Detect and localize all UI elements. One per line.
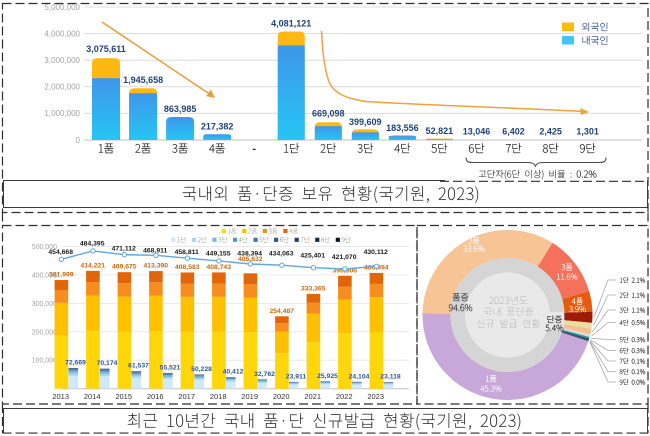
svg-text:70,174: 70,174	[97, 360, 118, 367]
svg-text:24,104: 24,104	[349, 373, 370, 380]
svg-text:2,000,000: 2,000,000	[44, 83, 80, 92]
svg-text:300,000: 300,000	[32, 301, 57, 308]
svg-text:72,669: 72,669	[65, 360, 86, 367]
svg-text:2,425: 2,425	[539, 127, 562, 137]
svg-text:409,675: 409,675	[112, 264, 137, 271]
svg-text:1,301: 1,301	[576, 127, 599, 137]
svg-text:100,000: 100,000	[32, 358, 57, 365]
svg-text:669,098: 669,098	[312, 109, 345, 119]
svg-text:2016: 2016	[147, 392, 164, 401]
svg-text:425,401: 425,401	[300, 253, 325, 260]
svg-text:1,945,658: 1,945,658	[123, 75, 163, 85]
svg-text:413,390: 413,390	[144, 263, 169, 270]
svg-text:200,000: 200,000	[32, 329, 57, 336]
svg-text:438,394: 438,394	[237, 250, 262, 257]
svg-text:2014: 2014	[84, 392, 101, 401]
svg-text:217,382: 217,382	[201, 122, 234, 132]
svg-text:4,000,000: 4,000,000	[44, 29, 80, 38]
svg-text:13,046: 13,046	[463, 127, 491, 137]
svg-text:405,632: 405,632	[238, 256, 263, 263]
svg-text:3,075,611: 3,075,611	[86, 44, 126, 54]
svg-text:500,000: 500,000	[32, 244, 57, 251]
svg-text:449,155: 449,155	[206, 251, 231, 258]
svg-text:333,365: 333,365	[301, 285, 326, 292]
svg-text:434,063: 434,063	[269, 250, 294, 257]
svg-text:2019: 2019	[241, 392, 258, 401]
svg-text:2015: 2015	[115, 392, 132, 401]
svg-text:5,000,000: 5,000,000	[44, 3, 80, 12]
svg-text:468,911: 468,911	[143, 247, 167, 254]
svg-text:2013: 2013	[52, 392, 69, 401]
svg-text:408,583: 408,583	[175, 264, 200, 271]
svg-text:381,999: 381,999	[49, 272, 74, 279]
svg-text:32,762: 32,762	[254, 371, 275, 378]
svg-text:863,985: 863,985	[164, 104, 197, 114]
svg-text:3,000,000: 3,000,000	[44, 56, 80, 65]
svg-text:50,228: 50,228	[191, 366, 212, 373]
svg-text:52,821: 52,821	[426, 126, 454, 136]
svg-text:408,743: 408,743	[207, 264, 232, 271]
svg-text:2017: 2017	[178, 392, 195, 401]
svg-text:25,925: 25,925	[317, 373, 338, 380]
svg-text:4,081,121: 4,081,121	[271, 19, 311, 29]
svg-text:458,811: 458,811	[175, 249, 199, 256]
svg-text:1,000,000: 1,000,000	[44, 109, 80, 118]
svg-text:-: -	[252, 143, 256, 155]
svg-text:399,609: 399,609	[349, 117, 382, 127]
svg-text:430,112: 430,112	[364, 249, 388, 256]
svg-text:23,118: 23,118	[380, 374, 401, 381]
svg-text:471,112: 471,112	[112, 245, 136, 252]
svg-text:23,911: 23,911	[286, 373, 307, 380]
svg-text:6,402: 6,402	[502, 127, 525, 137]
svg-text:40,412: 40,412	[223, 369, 244, 376]
svg-text:2023: 2023	[367, 392, 384, 401]
svg-text:400,000: 400,000	[32, 272, 57, 279]
svg-text:55,521: 55,521	[160, 364, 181, 371]
svg-text:2022: 2022	[336, 392, 353, 401]
svg-text:484,395: 484,395	[80, 240, 105, 247]
svg-text:421,070: 421,070	[332, 254, 357, 261]
svg-text:61,537: 61,537	[128, 363, 149, 370]
svg-text:2018: 2018	[210, 392, 227, 401]
svg-text:183,556: 183,556	[386, 123, 419, 133]
svg-text:414,221: 414,221	[81, 262, 106, 269]
svg-text:454,668: 454,668	[48, 249, 73, 256]
svg-text:2020: 2020	[273, 392, 290, 401]
svg-text:2021: 2021	[304, 392, 321, 401]
svg-text:254,487: 254,487	[270, 308, 295, 315]
svg-text:0: 0	[76, 136, 81, 145]
